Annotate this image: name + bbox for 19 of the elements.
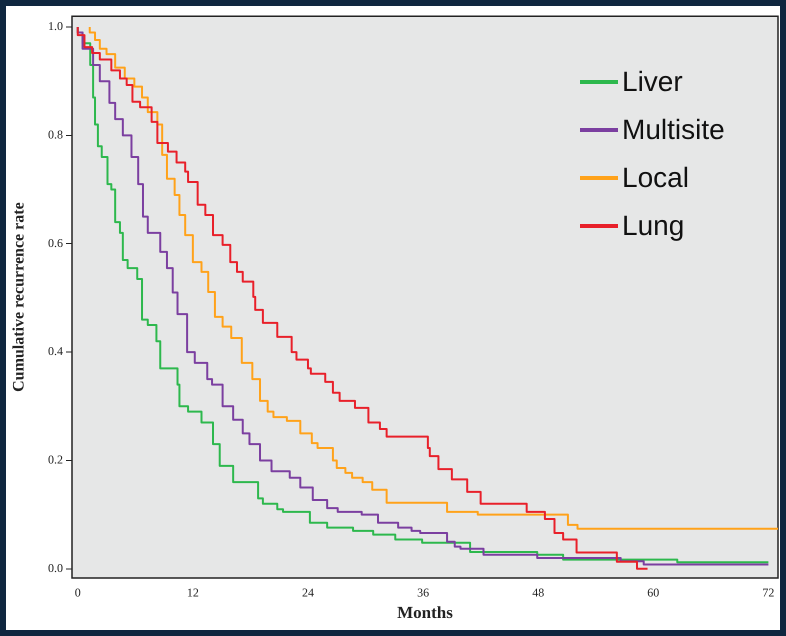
legend-label: Lung (622, 210, 684, 242)
y-tick-label: 0.8 (48, 128, 63, 142)
x-tick-label: 0 (74, 585, 81, 600)
y-axis-title: Cumulative recurrence rate (10, 202, 28, 392)
x-tick-label: 36 (417, 585, 430, 600)
y-tick-label: 0.2 (48, 452, 63, 467)
y-tick-label: 0.4 (48, 344, 63, 358)
y-tick-label: 1.0 (48, 19, 63, 34)
x-tick-label: 12 (186, 585, 199, 600)
x-axis-title: Months (397, 603, 454, 622)
legend-label: Local (622, 162, 689, 194)
legend-label: Liver (622, 66, 683, 98)
legend-label: Multisite (622, 114, 725, 146)
x-tick-label: 48 (532, 585, 544, 600)
y-tick-label: 0.6 (48, 236, 63, 250)
y-tick-label: 0.0 (48, 560, 63, 575)
x-tick-label: 72 (762, 585, 774, 600)
x-tick-label: 60 (647, 585, 660, 600)
x-tick-label: 24 (302, 585, 314, 600)
